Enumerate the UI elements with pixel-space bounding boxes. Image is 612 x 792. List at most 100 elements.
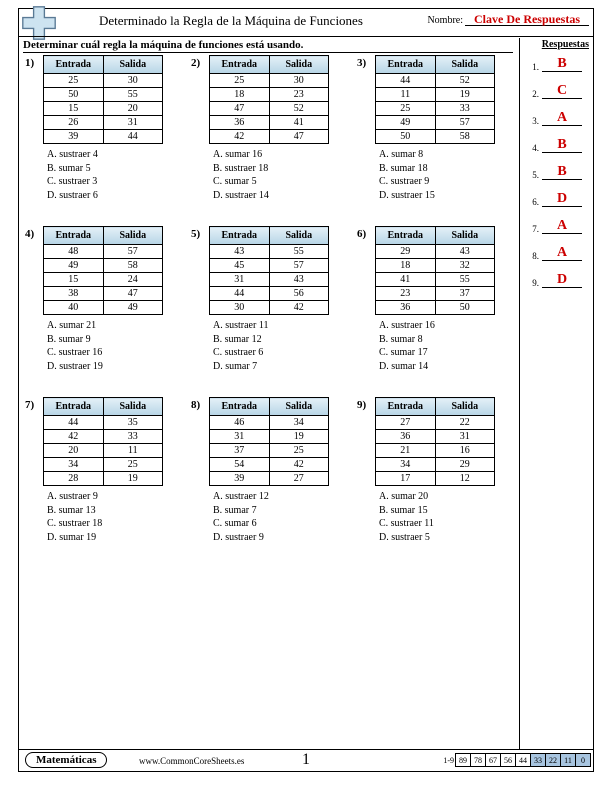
answer-number: 9. [529,278,539,288]
choices: A. sumar 20B. sumar 15C. sustraer 11D. s… [379,490,517,544]
table-cell: 50 [44,88,104,102]
choice: B. sumar 9 [47,333,185,347]
choice: D. sustraer 5 [379,531,517,545]
table-cell: 32 [435,259,494,273]
answer-number: 4. [529,143,539,153]
choice: B. sumar 8 [379,333,517,347]
table-row: 1520 [44,102,163,116]
choice: A. sumar 20 [379,490,517,504]
answer-number: 7. [529,224,539,234]
answer-value: B [542,138,582,153]
table-cell: 58 [103,259,162,273]
table-cell: 43 [269,273,328,287]
col-header-out: Salida [103,398,162,416]
score-cell: 78 [470,753,486,767]
name-label: Nombre: [427,15,463,26]
table-cell: 31 [103,116,162,130]
table-cell: 25 [376,102,436,116]
score-cell: 44 [515,753,531,767]
answer-number: 5. [529,170,539,180]
table-row: 5058 [376,130,495,144]
choice: C. sumar 6 [213,517,351,531]
col-header-out: Salida [103,227,162,245]
choice: D. sumar 14 [379,360,517,374]
answers-column: 1.B2.C3.A4.B5.B6.D7.A8.A9.D [529,57,589,300]
table-cell: 49 [44,259,104,273]
table-row: 4247 [210,130,329,144]
table-cell: 50 [376,130,436,144]
table-cell: 50 [435,301,494,315]
score-cell: 11 [560,753,576,767]
function-table: EntradaSalida25301823475236414247 [209,55,329,144]
table-row: 4355 [210,245,329,259]
col-header-out: Salida [103,56,162,74]
table-cell: 37 [435,287,494,301]
answer-number: 3. [529,116,539,126]
problem: 1)EntradaSalida25305055152026313944A. su… [25,55,185,202]
table-cell: 25 [269,444,328,458]
table-cell: 43 [435,245,494,259]
choices: A. sustraer 4B. sumar 5C. sustraer 3D. s… [47,148,185,202]
table-row: 1823 [210,88,329,102]
table-row: 4456 [210,287,329,301]
col-header-out: Salida [435,56,494,74]
table-cell: 52 [435,74,494,88]
table-row: 2116 [376,444,495,458]
page-number: 1 [302,751,310,769]
answer-value: A [542,219,582,234]
table-row: 3042 [210,301,329,315]
table-cell: 17 [376,472,436,486]
choice: A. sumar 16 [213,148,351,162]
choice: C. sustraer 16 [47,346,185,360]
function-table: EntradaSalida46343119372554423927 [209,397,329,486]
table-cell: 55 [269,245,328,259]
table-row: 2533 [376,102,495,116]
choice: A. sustraer 4 [47,148,185,162]
table-cell: 36 [376,301,436,315]
table-cell: 58 [435,130,494,144]
answer-line: 9.D [529,273,589,288]
choice: C. sumar 5 [213,175,351,189]
table-cell: 19 [435,88,494,102]
choices: A. sustraer 12B. sumar 7C. sumar 6D. sus… [213,490,351,544]
col-header-out: Salida [435,398,494,416]
table-cell: 42 [210,130,270,144]
answers-header: Respuestas [542,39,589,50]
choice: C. sustraer 9 [379,175,517,189]
table-cell: 35 [103,416,162,430]
choice: D. sustraer 19 [47,360,185,374]
table-cell: 47 [103,287,162,301]
table-row: 3944 [44,130,163,144]
table-row: 2722 [376,416,495,430]
table-cell: 41 [269,116,328,130]
score-cell: 33 [530,753,546,767]
choice: C. sustraer 18 [47,517,185,531]
table-cell: 27 [269,472,328,486]
table-cell: 25 [44,74,104,88]
problem-number: 4) [25,228,34,240]
choice: D. sustraer 14 [213,189,351,203]
score-cell: 0 [575,753,591,767]
table-cell: 41 [376,273,436,287]
choices: A. sumar 21B. sumar 9C. sustraer 16D. su… [47,319,185,373]
table-cell: 25 [210,74,270,88]
table-row: 2530 [210,74,329,88]
table-cell: 36 [210,116,270,130]
answer-value: D [542,192,582,207]
problem: 6)EntradaSalida29431832415523373650A. su… [357,226,517,373]
choice: B. sumar 18 [379,162,517,176]
table-cell: 33 [435,102,494,116]
worksheet-page: Determinado la Regla de la Máquina de Fu… [18,8,594,772]
table-cell: 26 [44,116,104,130]
table-cell: 47 [210,102,270,116]
problem-number: 1) [25,57,34,69]
instruction-text: Determinar cuál regla la máquina de func… [23,39,513,53]
answer-number: 8. [529,251,539,261]
table-cell: 33 [103,430,162,444]
table-cell: 52 [269,102,328,116]
table-cell: 34 [269,416,328,430]
table-row: 1119 [376,88,495,102]
table-cell: 42 [44,430,104,444]
score-cell: 22 [545,753,561,767]
problem-number: 5) [191,228,200,240]
